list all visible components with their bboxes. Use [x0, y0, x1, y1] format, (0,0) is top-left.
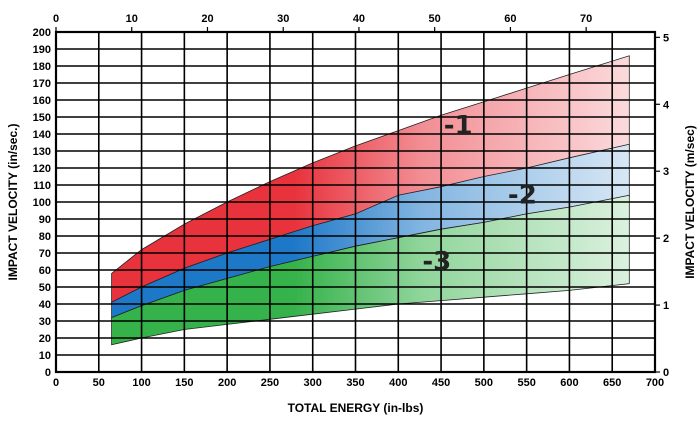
x-tick-label: 450 — [432, 377, 450, 389]
x-tick-label: 100 — [132, 377, 150, 389]
x-tick-label: 400 — [389, 377, 407, 389]
y-tick-label: 200 — [33, 27, 51, 39]
y-tick-label: 70 — [39, 248, 51, 260]
y-tick-label: 130 — [33, 146, 51, 158]
y-tick-label: 0 — [45, 367, 51, 379]
x-tick-label: 650 — [603, 377, 621, 389]
x-top-tick-label: 60 — [504, 13, 516, 25]
y-tick-label: 160 — [33, 95, 51, 107]
labels: -1 -2 -3 — [422, 111, 536, 277]
plot-frame — [54, 30, 657, 374]
y2-tick-label: 2 — [663, 233, 669, 245]
x-top-tick-label: 20 — [201, 13, 213, 25]
y-tick-label: 40 — [39, 299, 51, 311]
y-axis-title: IMPACT VELOCITY (in/sec.) — [6, 124, 20, 281]
grid — [54, 30, 657, 374]
x-top-tick-label: 10 — [126, 13, 138, 25]
y-tick-label: 80 — [39, 231, 51, 243]
y2-tick-label: 1 — [663, 300, 669, 312]
y-tick-label: 190 — [33, 44, 51, 56]
y-tick-label: 20 — [39, 333, 51, 345]
y-tick-label: 140 — [33, 129, 51, 141]
y-tick-label: 110 — [33, 180, 51, 192]
x-top-tick-label: 70 — [580, 13, 592, 25]
bands — [111, 55, 630, 346]
x-top-tick-label: 40 — [353, 13, 365, 25]
y-tick-label: 120 — [33, 163, 51, 175]
x-top-tick-label: 0 — [53, 13, 59, 25]
y-tick-label: 60 — [39, 265, 51, 277]
y-tick-label: 150 — [33, 112, 51, 124]
ticks: 0 50 100 150 200 250 300 350 400 450 500 550 600 650 7… — [33, 13, 670, 389]
x-tick-label: 700 — [646, 377, 664, 389]
x-top-tick-label: 30 — [277, 13, 289, 25]
x-tick-label: 600 — [560, 377, 578, 389]
x-tick-label: 50 — [93, 377, 105, 389]
x-tick-label: 150 — [175, 377, 193, 389]
x-axis-title: TOTAL ENERGY (in-lbs) — [288, 401, 424, 415]
x-top-tick-label: 50 — [429, 13, 441, 25]
x-tick-label: 250 — [261, 377, 279, 389]
y2-tick-label: 3 — [663, 166, 669, 178]
y2-tick-label: 0 — [663, 367, 669, 379]
y2-tick-label: 5 — [663, 32, 669, 44]
y-tick-label: 30 — [39, 316, 51, 328]
y-tick-label: 10 — [39, 350, 51, 362]
y2-tick-label: 4 — [663, 99, 670, 111]
y-tick-label: 50 — [39, 282, 51, 294]
band-label-3: -3 — [422, 247, 451, 277]
y-tick-label: 180 — [33, 61, 51, 73]
band-label-2: -2 — [508, 181, 537, 211]
x-tick-label: 300 — [304, 377, 322, 389]
y-tick-label: 170 — [33, 78, 51, 90]
x-tick-label: 550 — [517, 377, 535, 389]
y-tick-label: 100 — [33, 197, 51, 209]
x-tick-label: 500 — [475, 377, 493, 389]
x-tick-label: 200 — [218, 377, 236, 389]
band-label-1: -1 — [444, 111, 473, 141]
y2-axis-title: IMPACT VELOCITY (m/sec) — [683, 125, 697, 279]
x-tick-label: 0 — [53, 377, 59, 389]
y-tick-label: 90 — [39, 214, 51, 226]
x-tick-label: 350 — [346, 377, 364, 389]
